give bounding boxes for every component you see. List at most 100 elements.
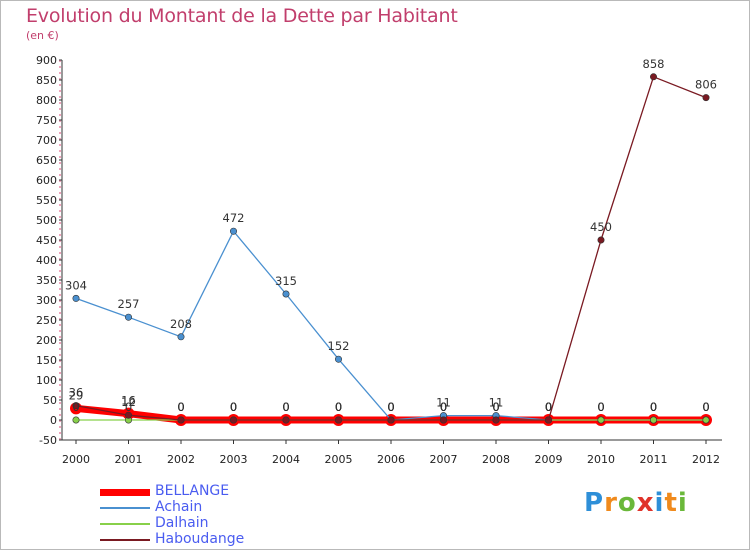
x-tick-label: 2011 xyxy=(640,453,668,466)
y-tick-label: 250 xyxy=(36,314,57,327)
data-label-achain: 472 xyxy=(223,211,245,225)
data-point-dalhain xyxy=(649,416,657,424)
data-label-dalhain: 0 xyxy=(72,400,79,414)
data-point-achain xyxy=(334,355,342,363)
data-label-haboudange: 450 xyxy=(590,220,612,234)
data-point-dalhain xyxy=(702,416,710,424)
y-tick-label: 350 xyxy=(36,274,57,287)
data-label-bellange: 0 xyxy=(335,400,342,414)
data-label-achain: 304 xyxy=(65,278,87,292)
legend-swatch-achain xyxy=(100,507,150,509)
logo-letter: P xyxy=(584,488,605,518)
y-tick-label: 650 xyxy=(36,154,57,167)
y-tick-label: 800 xyxy=(36,94,57,107)
chart-subtitle: (en €) xyxy=(26,29,59,42)
data-label-achain: 0 xyxy=(597,400,604,414)
data-point-haboudange xyxy=(282,416,290,424)
x-tick-label: 2008 xyxy=(482,453,510,466)
data-label-achain: 257 xyxy=(118,297,140,311)
chart-series xyxy=(70,73,712,426)
x-tick-label: 2006 xyxy=(377,453,405,466)
data-label-bellange: 0 xyxy=(282,400,289,414)
y-tick-label: 300 xyxy=(36,294,57,307)
x-tick-label: 2004 xyxy=(272,453,300,466)
y-tick-label: 700 xyxy=(36,134,57,147)
data-point-haboudange xyxy=(439,416,447,424)
data-label-dalhain: 0 xyxy=(650,400,657,414)
data-label-dalhain: 0 xyxy=(282,400,289,414)
data-label-haboudange: 858 xyxy=(643,57,665,71)
data-label-haboudange: 0 xyxy=(387,400,394,414)
data-label-haboudange: 36 xyxy=(69,386,84,400)
data-label-bellange: 0 xyxy=(597,400,604,414)
chart-axes: -50 0 50 100 150 200 250 300 350 400 450 500 550 600 6… xyxy=(36,54,722,466)
data-label-dalhain: 0 xyxy=(125,400,132,414)
data-label-achain: 0 xyxy=(650,400,657,414)
data-label-bellange: 16 xyxy=(121,394,136,408)
logo-letter: i xyxy=(677,488,688,518)
legend-label-achain: Achain xyxy=(155,499,203,515)
data-point-haboudange xyxy=(702,94,710,102)
data-point-haboudange xyxy=(230,416,238,424)
data-label-dalhain: 0 xyxy=(387,400,394,414)
legend-item-bellange: BELLANGE xyxy=(100,483,300,500)
x-tick-label: 2012 xyxy=(692,453,720,466)
y-tick-label: 450 xyxy=(36,234,57,247)
data-label-bellange: 0 xyxy=(650,400,657,414)
logo-letter: o xyxy=(617,488,637,518)
data-point-achain xyxy=(230,227,238,235)
data-label-dalhain: 0 xyxy=(492,400,499,414)
x-tick-label: 2009 xyxy=(535,453,563,466)
legend-item-achain: Achain xyxy=(100,499,300,516)
legend-label-dalhain: Dalhain xyxy=(155,515,209,531)
data-point-achain xyxy=(282,290,290,298)
y-tick-label: 50 xyxy=(43,394,57,407)
data-label-haboudange: 0 xyxy=(545,400,552,414)
data-point-haboudange xyxy=(649,73,657,81)
proxiti-logo: Proxiti xyxy=(584,488,688,518)
logo-letter: i xyxy=(654,488,665,518)
data-label-haboudange: 0 xyxy=(335,400,342,414)
legend-label-bellange: BELLANGE xyxy=(155,483,230,499)
x-tick-label: 2001 xyxy=(115,453,143,466)
y-tick-label: 150 xyxy=(36,354,57,367)
legend-item-dalhain: Dalhain xyxy=(100,515,300,532)
data-point-haboudange xyxy=(492,416,500,424)
chart-legend: BELLANGE Achain Dalhain Haboudange xyxy=(100,483,300,548)
legend-swatch-haboudange xyxy=(100,539,150,541)
y-tick-label: 750 xyxy=(36,114,57,127)
data-label-haboudange: 0 xyxy=(440,400,447,414)
data-label-bellange: 0 xyxy=(702,400,709,414)
y-tick-label: 200 xyxy=(36,334,57,347)
data-point-haboudange xyxy=(544,416,552,424)
data-point-haboudange xyxy=(334,416,342,424)
data-label-haboudange: 806 xyxy=(695,78,717,92)
y-tick-label: 500 xyxy=(36,214,57,227)
y-tick-label: 100 xyxy=(36,374,57,387)
data-label-achain: 0 xyxy=(387,400,394,414)
y-tick-label: 600 xyxy=(36,174,57,187)
data-point-dalhain xyxy=(72,416,80,424)
data-label-dalhain: 0 xyxy=(545,400,552,414)
data-label-bellange: 0 xyxy=(440,400,447,414)
x-tick-label: 2007 xyxy=(430,453,458,466)
legend-label-haboudange: Haboudange xyxy=(155,531,245,547)
x-tick-label: 2010 xyxy=(587,453,615,466)
data-label-achain: 0 xyxy=(702,400,709,414)
logo-letter: x xyxy=(636,488,655,518)
x-tick-label: 2003 xyxy=(220,453,248,466)
data-label-haboudange: 12 xyxy=(121,395,136,409)
x-tick-label: 2000 xyxy=(62,453,90,466)
data-point-haboudange xyxy=(177,416,185,424)
data-label-achain: 11 xyxy=(436,396,451,410)
data-point-achain xyxy=(177,333,185,341)
data-point-haboudange xyxy=(125,411,133,419)
chart-title: Evolution du Montant de la Dette par Hab… xyxy=(26,5,458,27)
legend-swatch-bellange xyxy=(100,488,150,496)
logo-letter: r xyxy=(604,488,618,518)
x-tick-label: 2002 xyxy=(167,453,195,466)
data-label-achain: 208 xyxy=(170,317,192,331)
data-label-haboudange: 0 xyxy=(282,400,289,414)
y-tick-label: 400 xyxy=(36,254,57,267)
